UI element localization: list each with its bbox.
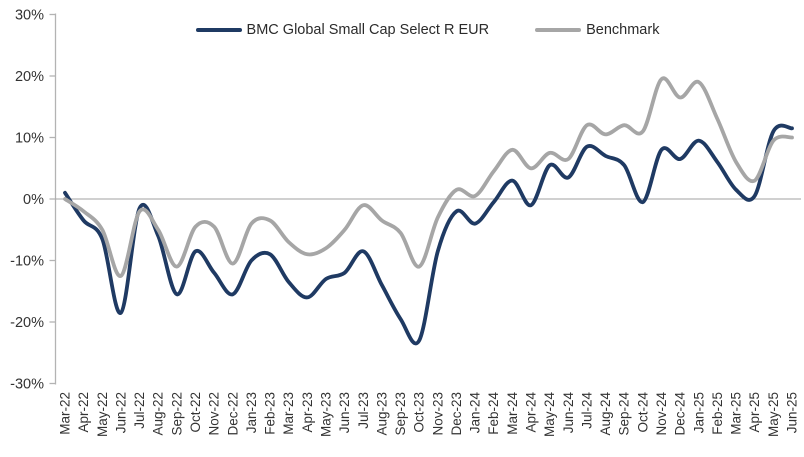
y-tick-label: 10% — [15, 131, 44, 147]
x-tick-label: Sep-24 — [617, 392, 632, 436]
x-tick-label: Dec-23 — [449, 392, 464, 436]
y-tick-label: -30% — [10, 377, 44, 393]
x-tick-label: Sep-22 — [169, 392, 184, 436]
x-tick-label: Apr-24 — [524, 392, 539, 433]
y-tick-label: 20% — [15, 69, 44, 85]
x-tick-label: Feb-25 — [710, 392, 725, 435]
x-tick-label: Aug-24 — [598, 392, 613, 436]
x-tick-label: Mar-22 — [58, 392, 73, 435]
x-tick-label: Aug-22 — [151, 392, 166, 436]
y-tick-label: -10% — [10, 254, 44, 270]
x-tick-label: Jul-24 — [579, 392, 594, 429]
x-tick-label: Jan-23 — [244, 392, 259, 433]
benchmark-series-line — [63, 76, 794, 278]
x-tick-label: Jun-25 — [784, 392, 799, 433]
x-tick-label: Aug-23 — [374, 392, 389, 436]
x-tick-label: Jun-23 — [337, 392, 352, 433]
fund-series-line — [63, 123, 794, 346]
x-tick-label: Nov-23 — [430, 392, 445, 436]
x-tick-label: May-23 — [318, 392, 333, 437]
x-tick-label: Jan-25 — [691, 392, 706, 433]
x-tick-label: Dec-22 — [225, 392, 240, 436]
x-tick-label: Nov-24 — [654, 392, 669, 436]
x-tick-label: Jun-24 — [561, 392, 576, 434]
x-tick-label: Oct-23 — [412, 392, 427, 433]
x-tick-label: May-22 — [95, 392, 110, 437]
x-tick-label: Jul-22 — [132, 392, 147, 429]
x-tick-label: Mar-24 — [505, 392, 520, 435]
x-tick-label: Jan-24 — [468, 392, 483, 434]
x-tick-label: Nov-22 — [207, 392, 222, 436]
x-tick-label: Mar-23 — [281, 392, 296, 435]
x-tick-label: Apr-23 — [300, 392, 315, 433]
y-tick-label: 0% — [23, 192, 44, 208]
x-tick-label: Mar-25 — [729, 392, 744, 435]
y-tick-label: -20% — [10, 315, 44, 331]
x-tick-label: Oct-24 — [635, 392, 650, 433]
x-tick-label: Oct-22 — [188, 392, 203, 433]
x-tick-label: Feb-24 — [486, 392, 501, 435]
x-tick-label: Jul-23 — [356, 392, 371, 429]
x-tick-label: May-25 — [766, 392, 781, 437]
x-tick-label: Apr-25 — [747, 392, 762, 433]
x-tick-label: Jun-22 — [113, 392, 128, 433]
x-tick-label: Sep-23 — [393, 392, 408, 436]
x-tick-label: Dec-24 — [673, 392, 688, 436]
x-tick-label: Feb-23 — [263, 392, 278, 435]
y-tick-label: 30% — [15, 8, 44, 24]
x-tick-label: May-24 — [542, 392, 557, 438]
x-tick-label: Apr-22 — [76, 392, 91, 433]
